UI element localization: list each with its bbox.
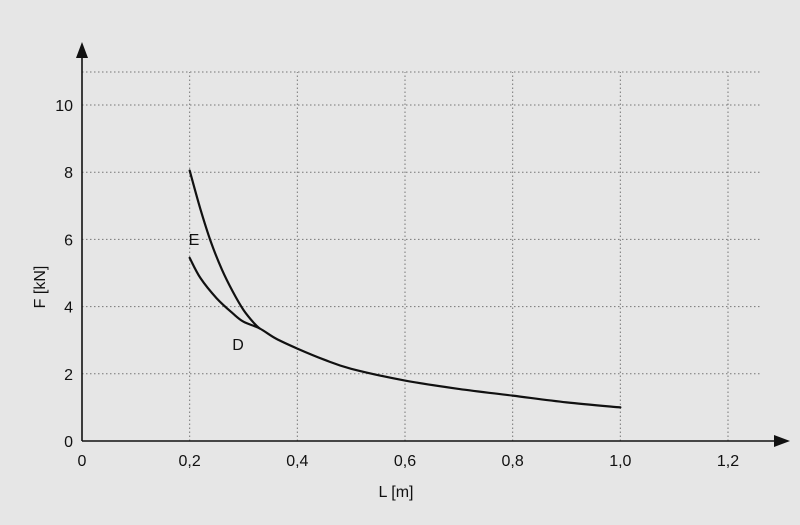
y-tick-label: 8 <box>64 165 73 182</box>
x-tick-label: 0 <box>78 453 87 470</box>
series <box>188 169 622 409</box>
x-tick-label: 0,8 <box>502 453 524 470</box>
series-line-d <box>188 256 622 409</box>
x-axis-arrowhead <box>774 435 790 447</box>
x-tick-label: 0,6 <box>394 453 416 470</box>
y-tick-label: 6 <box>64 232 73 249</box>
curve-label-e: E <box>189 232 200 249</box>
y-tick-label: 4 <box>64 300 73 317</box>
x-axis-title: L [m] <box>379 484 414 501</box>
axes <box>76 42 790 447</box>
y-axis-title: F [kN] <box>32 266 49 309</box>
y-axis-arrowhead <box>76 42 88 58</box>
x-tick-label: 0,2 <box>179 453 201 470</box>
x-tick-label: 0,4 <box>286 453 308 470</box>
y-tick-label: 2 <box>64 367 73 384</box>
series-line-e <box>188 169 261 330</box>
tick-labels: 0 0,2 0,4 0,6 0,8 1,0 1,2 0 2 4 6 8 10 <box>55 98 739 470</box>
x-tick-label: 1,2 <box>717 453 739 470</box>
y-tick-label: 10 <box>55 98 73 115</box>
grid <box>82 71 760 441</box>
x-tick-label: 1,0 <box>609 453 631 470</box>
curve-label-d: D <box>232 337 244 354</box>
y-tick-label: 0 <box>64 434 73 451</box>
